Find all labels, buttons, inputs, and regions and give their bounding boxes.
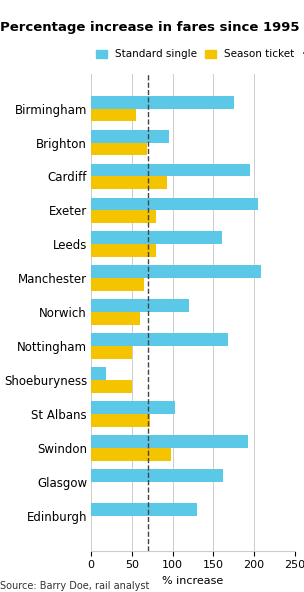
Bar xyxy=(91,300,189,312)
Bar xyxy=(91,333,228,346)
Bar xyxy=(91,108,136,121)
Bar xyxy=(91,448,171,461)
Bar xyxy=(91,96,234,108)
Bar xyxy=(91,435,248,448)
Bar xyxy=(91,265,261,278)
Bar xyxy=(91,244,156,258)
Bar xyxy=(91,380,132,393)
Bar xyxy=(91,231,222,244)
Bar xyxy=(91,163,250,176)
Bar xyxy=(91,198,258,210)
Bar xyxy=(91,312,140,325)
Bar xyxy=(91,469,223,482)
Bar xyxy=(91,346,132,359)
Text: Percentage increase in fares since 1995: Percentage increase in fares since 1995 xyxy=(0,21,299,34)
Bar xyxy=(91,503,197,516)
Bar xyxy=(91,367,106,380)
X-axis label: % increase: % increase xyxy=(162,576,224,586)
Bar xyxy=(91,176,167,189)
Legend: Standard single, Season ticket, inflation: Standard single, Season ticket, inflatio… xyxy=(96,49,304,59)
Bar xyxy=(91,414,150,427)
Bar xyxy=(91,401,175,414)
Text: Source: Barry Doe, rail analyst: Source: Barry Doe, rail analyst xyxy=(0,581,149,591)
Bar xyxy=(91,210,156,223)
Bar xyxy=(91,130,169,143)
Bar xyxy=(91,143,147,156)
Bar xyxy=(91,278,144,291)
